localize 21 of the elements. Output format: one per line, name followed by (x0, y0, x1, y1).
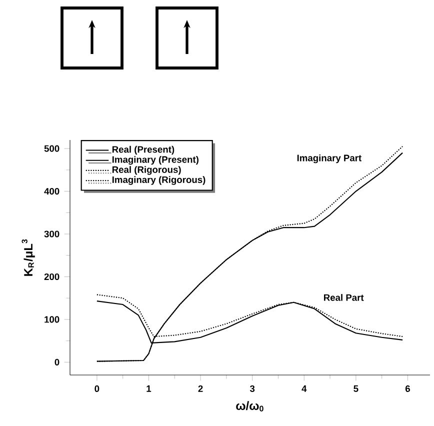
y-tick-label: 300 (44, 230, 60, 238)
x-tick-label: 2 (198, 385, 203, 392)
y-tick-label: 100 (44, 316, 60, 323)
annotation: Real Part (324, 294, 364, 301)
legend-label: Imaginary (Rigorous) (112, 176, 206, 185)
x-tick-label: 3 (250, 385, 255, 392)
y-tick-label: 0 (54, 358, 60, 366)
legend-label: Imaginary (Present) (112, 156, 198, 165)
y-tick-label: 500 (44, 145, 60, 152)
x-tick-label: 4 (302, 385, 307, 392)
legend-label: Real (Present) (112, 146, 174, 155)
x-tick-label: 1 (146, 385, 152, 392)
y-tick-label: 200 (44, 273, 60, 280)
x-tick-label: 0 (94, 385, 100, 392)
y-tick-label: 400 (44, 188, 60, 195)
y-axis-title: K$_{R}$/μL$^{3}$ (22, 239, 35, 276)
annotation: Imaginary Part (297, 154, 362, 164)
x-axis-title: ω/ω$_{0}$ (236, 401, 264, 412)
x-tick-label: 6 (405, 385, 410, 392)
legend-label: Real (Rigorous) (112, 166, 181, 175)
x-tick-label: 5 (354, 385, 358, 392)
